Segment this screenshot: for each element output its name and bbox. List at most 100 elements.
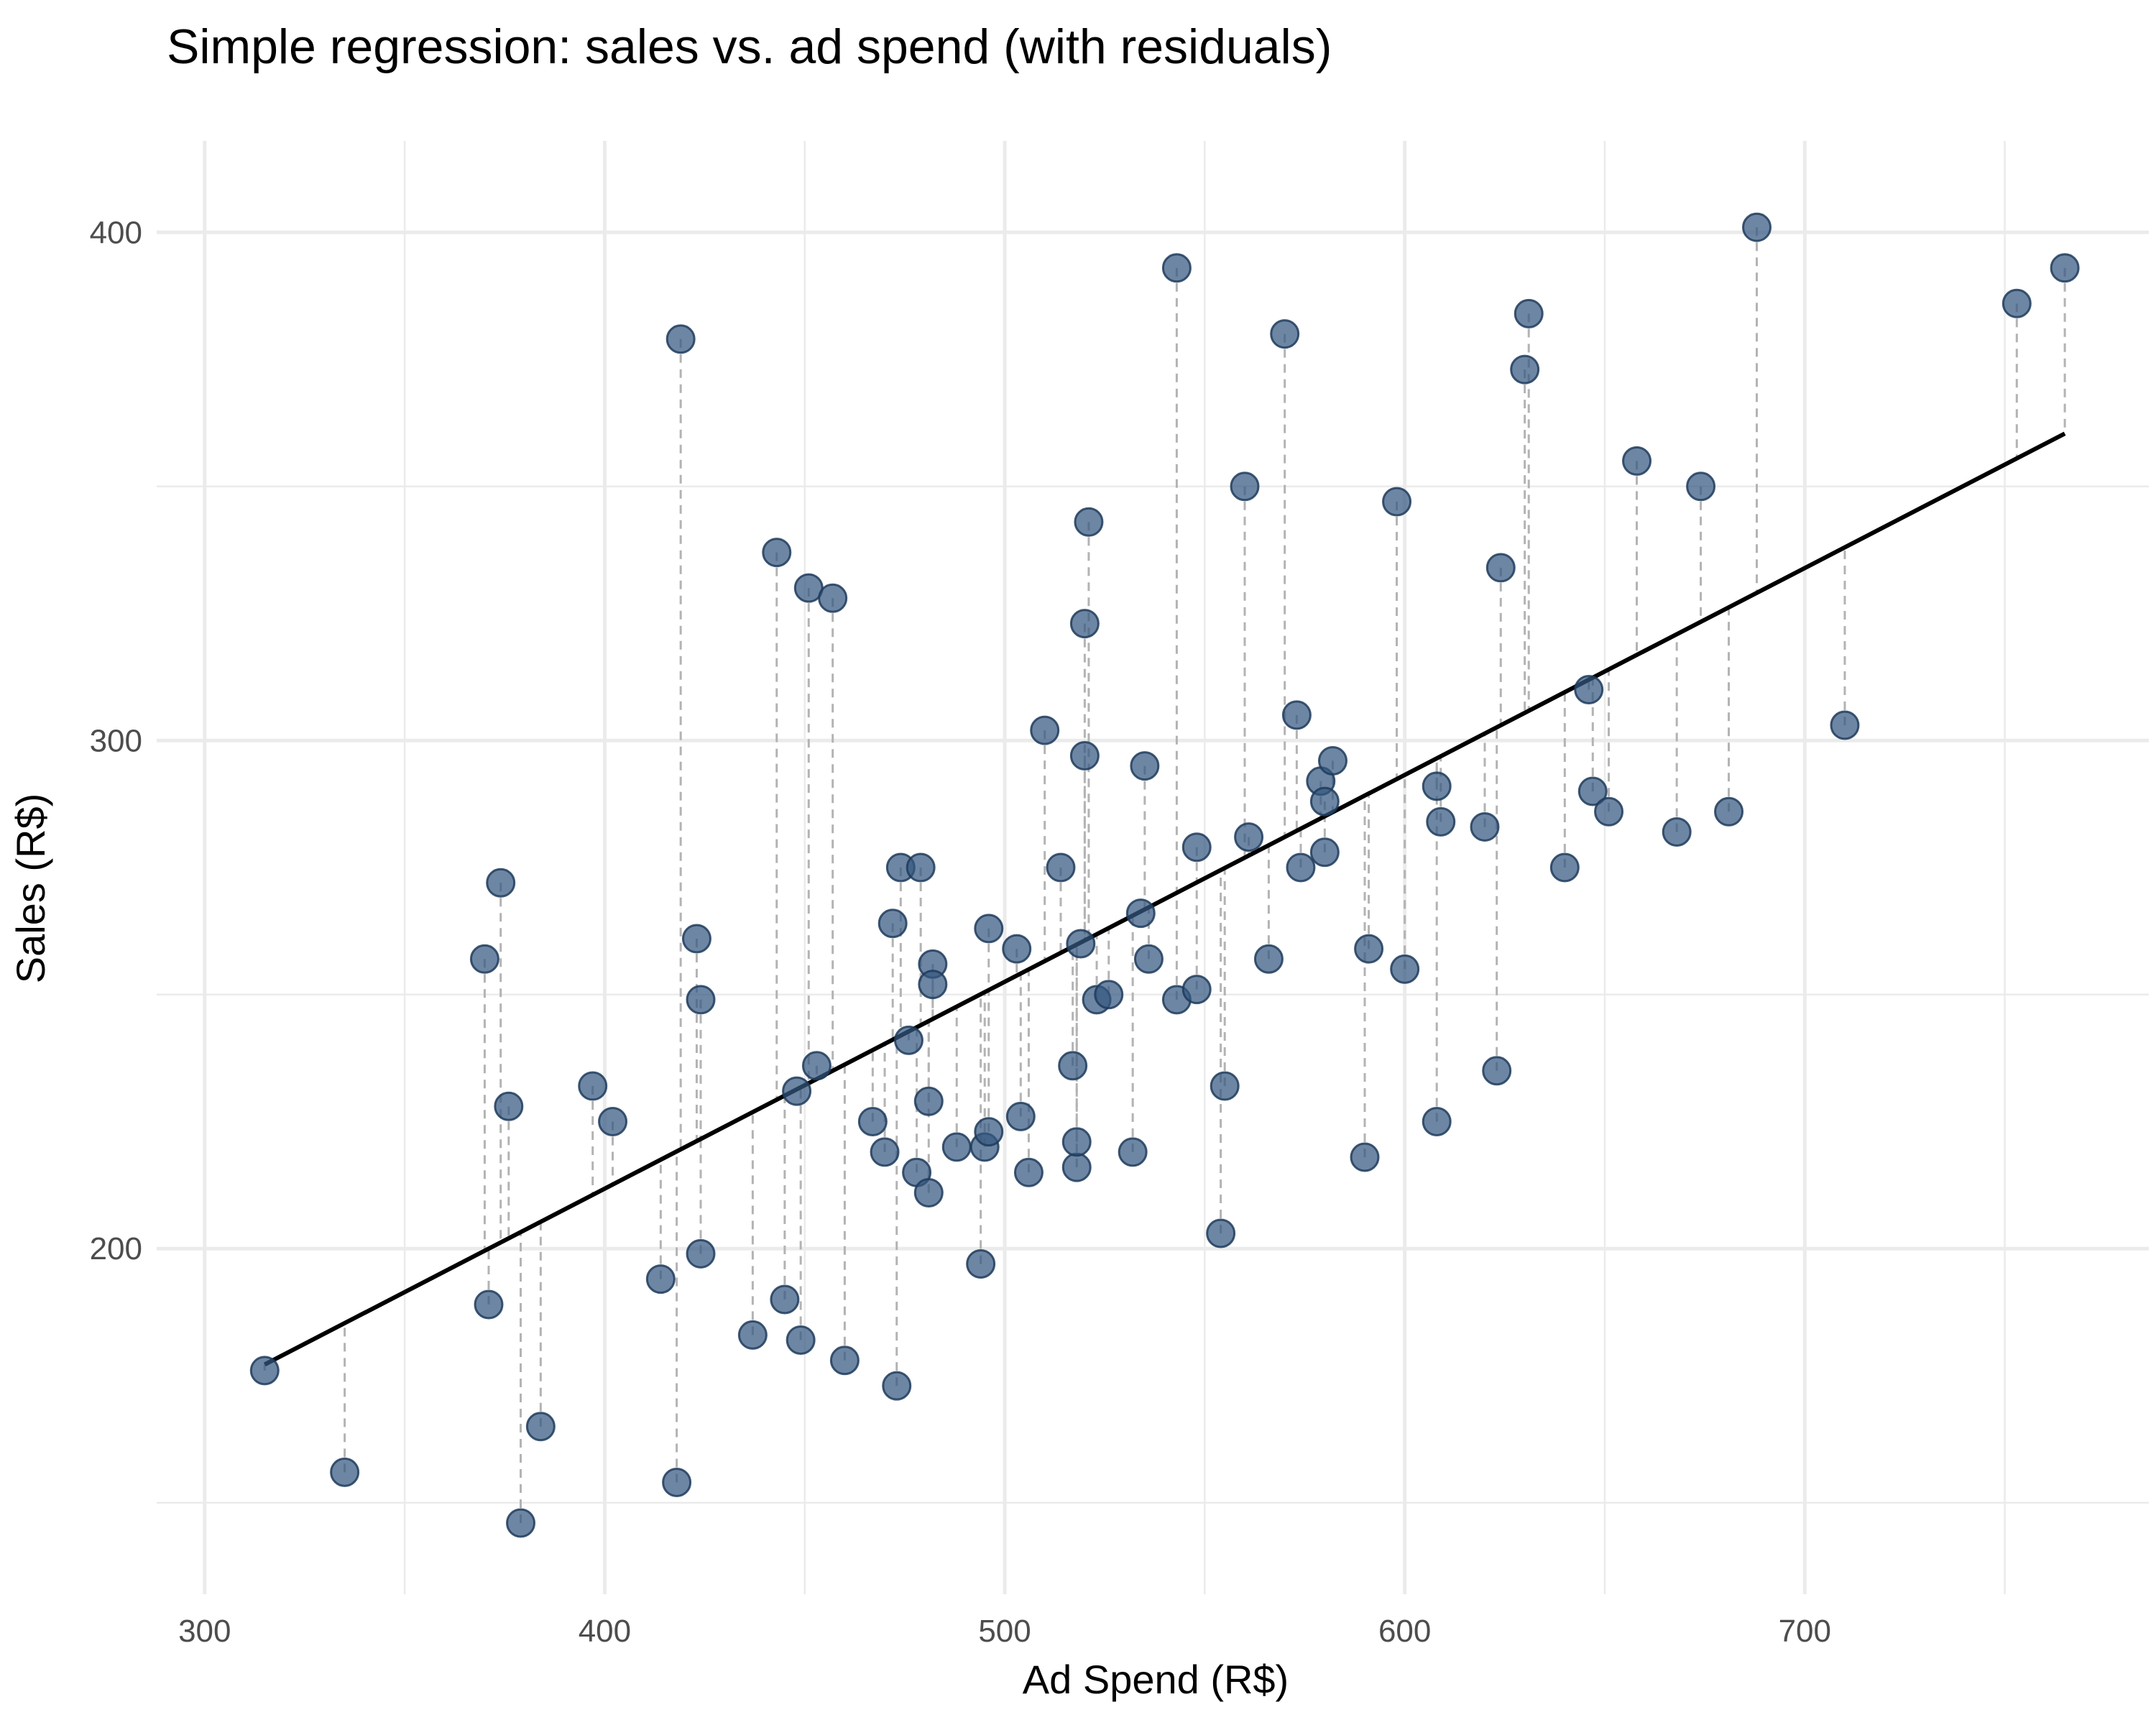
data-point: [1382, 487, 1412, 517]
data-point: [782, 1076, 812, 1106]
data-point: [1181, 975, 1212, 1005]
data-point: [1002, 934, 1032, 964]
data-points: [249, 212, 2080, 1538]
data-point: [1309, 786, 1340, 816]
chart-title: Simple regression: sales vs. ad spend (w…: [167, 19, 1332, 74]
data-point: [786, 1325, 816, 1356]
data-point: [941, 1132, 972, 1162]
data-point: [494, 1091, 524, 1121]
y-tick-label: 400: [90, 215, 142, 250]
data-point: [1350, 1142, 1380, 1172]
regression-line-group: [263, 431, 2066, 1367]
data-point: [762, 538, 792, 568]
data-point: [330, 1457, 360, 1487]
data-point: [1422, 771, 1452, 801]
data-point: [1030, 715, 1060, 745]
data-point: [506, 1508, 536, 1538]
data-point: [249, 1356, 280, 1386]
data-point: [662, 1467, 692, 1497]
data-point: [1061, 1127, 1092, 1157]
data-point: [1181, 832, 1212, 862]
data-point: [1622, 446, 1652, 476]
data-point: [1253, 944, 1284, 974]
y-axis-label: Sales (R$): [8, 794, 53, 984]
data-point: [1069, 609, 1100, 639]
residual-lines: [263, 227, 2066, 1524]
data-point: [801, 1051, 831, 1081]
data-point: [1125, 898, 1156, 929]
data-point: [1234, 822, 1264, 852]
data-point: [974, 914, 1004, 944]
data-point: [1281, 700, 1312, 730]
regression-line: [263, 431, 2066, 1367]
data-point: [469, 944, 499, 974]
data-point: [1005, 1101, 1036, 1131]
data-point: [966, 1248, 996, 1279]
data-point: [1482, 1056, 1512, 1086]
x-tick-label: 300: [178, 1614, 231, 1649]
data-point: [1094, 980, 1124, 1010]
data-point: [1061, 1152, 1092, 1182]
data-point: [665, 324, 696, 354]
data-point: [893, 1025, 923, 1055]
data-point: [877, 908, 908, 939]
data-point: [1066, 929, 1096, 959]
data-point: [1118, 1137, 1148, 1167]
x-axis-label: Ad Spend (R$): [1023, 1657, 1289, 1702]
data-point: [525, 1412, 556, 1442]
data-point: [882, 1371, 912, 1401]
data-point: [1074, 507, 1104, 537]
data-point: [474, 1289, 504, 1320]
data-point: [1058, 1051, 1088, 1081]
data-point: [2050, 253, 2080, 283]
data-point: [737, 1320, 768, 1350]
data-point: [1161, 253, 1192, 283]
data-point: [1133, 944, 1164, 974]
data-point: [1577, 776, 1608, 806]
tick-labels: 300 400 500 600 700 200 300 400: [90, 215, 1831, 1649]
data-point: [1470, 811, 1500, 842]
data-point: [1390, 954, 1420, 984]
data-point: [918, 970, 948, 1000]
x-tick-label: 700: [1779, 1614, 1831, 1649]
data-point: [1742, 212, 1772, 242]
data-point: [598, 1106, 628, 1136]
data-point: [1270, 319, 1300, 349]
x-tick-label: 400: [579, 1614, 631, 1649]
x-tick-label: 500: [978, 1614, 1031, 1649]
data-point: [645, 1264, 676, 1294]
y-tick-label: 200: [90, 1231, 142, 1266]
data-point: [1210, 1071, 1240, 1101]
data-point: [829, 1346, 860, 1376]
data-point: [686, 985, 716, 1015]
data-point: [1046, 852, 1076, 883]
data-point: [870, 1137, 900, 1167]
data-point: [770, 1284, 800, 1315]
data-point: [913, 1086, 944, 1116]
data-point: [578, 1071, 608, 1101]
data-point: [818, 583, 848, 613]
data-point: [1426, 806, 1456, 837]
x-tick-label: 600: [1378, 1614, 1431, 1649]
data-point: [1686, 472, 1716, 502]
data-point: [686, 1238, 716, 1269]
data-point: [1130, 751, 1160, 781]
data-point: [681, 924, 711, 954]
data-point: [1422, 1106, 1452, 1136]
data-point: [1230, 472, 1260, 502]
data-point: [913, 1177, 944, 1208]
data-point: [1309, 837, 1340, 868]
data-point: [1594, 796, 1624, 827]
data-point: [1286, 852, 1316, 883]
data-point: [1510, 354, 1540, 385]
data-point: [906, 852, 936, 883]
y-tick-label: 300: [90, 723, 142, 758]
data-point: [486, 868, 516, 898]
data-point: [1354, 934, 1384, 964]
data-point: [1574, 675, 1604, 705]
data-point: [1069, 740, 1100, 770]
data-point: [1662, 817, 1692, 847]
data-point: [1206, 1218, 1236, 1248]
